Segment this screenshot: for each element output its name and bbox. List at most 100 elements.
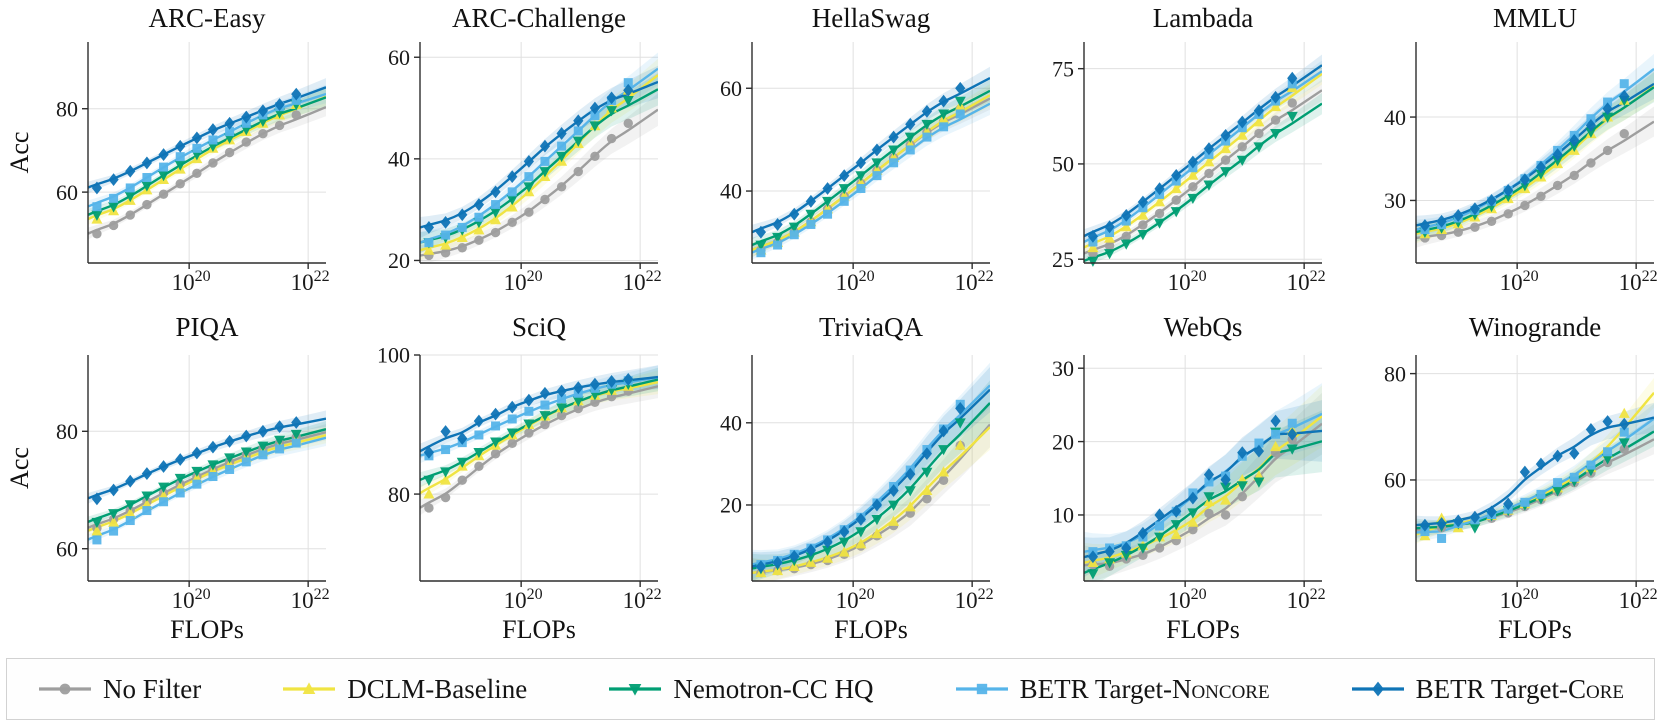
- legend: No Filter DCLM-Baseline Nemotron-CC HQ BETR…: [6, 658, 1655, 720]
- chart-canvas: TriviaQA 20 40 1020 1022 FLOPs: [720, 312, 994, 644]
- circle-marker: [1586, 158, 1596, 168]
- confidence-band: [1416, 402, 1654, 535]
- square-marker: [241, 457, 251, 467]
- square-marker: [474, 212, 484, 222]
- square-marker: [424, 238, 434, 248]
- triangle-up-marker: [440, 239, 452, 250]
- triangle-down-marker: [904, 132, 916, 143]
- circle-marker: [142, 199, 152, 210]
- square-marker: [225, 464, 235, 474]
- circle-marker: [125, 210, 135, 220]
- triangle-down-marker: [921, 119, 933, 131]
- triangle-down-marker: [589, 121, 601, 132]
- circle-marker: [1619, 444, 1629, 454]
- square-marker: [557, 141, 567, 151]
- diamond-marker: [589, 101, 601, 115]
- y-tick-label: 60: [1384, 468, 1406, 493]
- series-layer: [752, 66, 990, 260]
- circle-marker: [1171, 195, 1181, 205]
- triangle-down-marker: [1552, 486, 1564, 497]
- triangle-down-marker: [1253, 142, 1265, 153]
- diamond-marker: [125, 474, 136, 488]
- square-marker: [109, 526, 119, 536]
- diamond-marker: [1121, 208, 1132, 222]
- diamond-marker: [955, 81, 966, 95]
- square-marker: [524, 406, 534, 416]
- y-tick-label: 40: [1384, 105, 1406, 130]
- y-tick-label: 80: [56, 96, 78, 121]
- diamond-marker: [1270, 414, 1281, 428]
- chart-canvas: PIQA 60 80 1020 1022 Acc FLOPs: [5, 312, 330, 644]
- triangle-down-marker: [954, 418, 966, 429]
- y-tick-label: 60: [56, 536, 78, 561]
- y-tick-label: 10: [1052, 503, 1074, 528]
- chart-panel: HellaSwag 40 60 1020 1022: [664, 0, 996, 300]
- square-marker: [1155, 521, 1165, 531]
- triangle-down-marker: [539, 411, 551, 422]
- x-tick-label: 1020: [172, 268, 211, 295]
- square-marker: [1619, 79, 1629, 89]
- diamond-marker: [1154, 182, 1165, 196]
- series-layer: [1416, 377, 1654, 544]
- triangle-down-marker: [572, 396, 584, 407]
- square-marker: [889, 158, 899, 168]
- triangle-up-marker: [1170, 182, 1182, 194]
- triangle-down-marker: [1203, 180, 1215, 191]
- diamond-marker: [805, 543, 817, 557]
- circle-marker: [274, 120, 285, 131]
- square-icon: [955, 683, 1008, 695]
- diamond-marker: [789, 549, 800, 563]
- chart-panel: SciQ 80 100 1020 1022 FLOPs: [332, 300, 664, 652]
- triangle-down-marker: [1154, 218, 1166, 229]
- triangle-up-marker: [91, 525, 103, 536]
- diamond-marker: [1220, 473, 1231, 487]
- square-marker: [789, 230, 799, 240]
- circle-marker: [507, 217, 517, 228]
- series-layer: [88, 410, 326, 545]
- y-tick-label: 60: [56, 180, 78, 205]
- square-marker: [1536, 489, 1546, 499]
- diamond-marker: [291, 416, 302, 429]
- x-axis-label: FLOPs: [1166, 615, 1240, 644]
- chart-canvas: ARC-Challenge 20 40 60 1020 1022: [388, 3, 662, 295]
- circle-marker: [1552, 180, 1563, 191]
- circle-icon: [39, 683, 91, 695]
- square-marker: [159, 162, 169, 172]
- triangle-down-marker: [1187, 508, 1199, 519]
- triangle-up-marker: [954, 439, 966, 450]
- triangle-up-marker: [938, 466, 950, 477]
- circle-marker: [1154, 543, 1165, 553]
- diamond-marker: [1203, 142, 1215, 156]
- circle-marker: [208, 158, 218, 168]
- legend-label: Nemotron-CC HQ: [673, 673, 874, 704]
- circle-marker: [1121, 231, 1131, 242]
- triangle-down-marker: [207, 460, 219, 471]
- square-marker: [922, 132, 932, 142]
- circle-marker: [1204, 168, 1214, 179]
- triangle-down-marker: [1602, 454, 1614, 465]
- square-marker: [142, 173, 152, 183]
- diamond-marker: [1121, 541, 1132, 555]
- circle-marker: [158, 189, 169, 199]
- square-marker: [159, 497, 169, 507]
- x-tick-label: 1020: [172, 586, 211, 613]
- circle-marker: [1503, 209, 1513, 219]
- chart-title: ARC-Challenge: [452, 3, 626, 33]
- legend-label: BETR Target-Noncore: [1019, 673, 1270, 704]
- y-axis-label: Acc: [5, 447, 34, 489]
- diamond-marker: [1535, 160, 1547, 174]
- chart-panel: ARC-Challenge 20 40 60 1020 1022: [332, 0, 664, 300]
- circle-marker: [590, 151, 600, 162]
- triangle-up-marker: [822, 552, 834, 563]
- diamond-marker: [921, 447, 933, 461]
- y-tick-label: 40: [388, 147, 410, 172]
- square-marker: [225, 127, 235, 137]
- circle-marker: [424, 503, 434, 513]
- diamond-marker: [191, 446, 202, 460]
- triangle-up-marker: [1618, 407, 1630, 418]
- square-marker: [976, 683, 987, 695]
- square-marker: [856, 183, 866, 193]
- triangle-up-marker: [1270, 440, 1282, 452]
- chart-title: Lambada: [1153, 3, 1253, 33]
- triangle-down-marker: [938, 109, 950, 120]
